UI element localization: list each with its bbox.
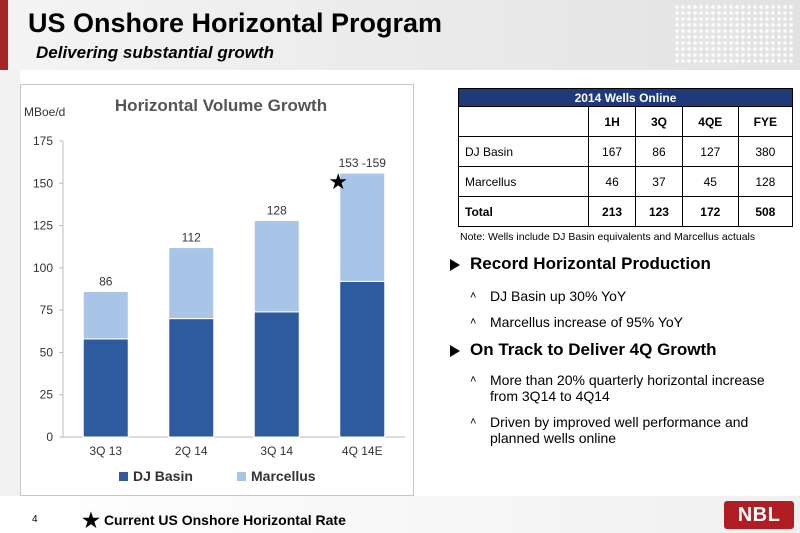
legend-label: DJ Basin — [133, 468, 193, 484]
footer-background — [0, 496, 800, 533]
sub-bullet: ˄ DJ Basin up 30% YoY — [448, 288, 793, 304]
bullet-heading: Record Horizontal Production — [448, 254, 793, 280]
bar-total-label: 153 -159 — [339, 156, 387, 170]
row-label: DJ Basin — [457, 136, 590, 167]
bar-marcellus — [82, 291, 129, 340]
wells-online-table: 2014 Wells Online 1H 3Q 4QE FYE DJ Basin… — [457, 88, 794, 227]
header-dot-pattern — [674, 4, 794, 64]
footnote-text: Current US Onshore Horizontal Rate — [103, 512, 346, 528]
bar-marcellus — [168, 247, 215, 320]
bar-dj-basin — [82, 338, 129, 438]
volume-growth-chart: Horizontal Volume Growth MBoe/d 0 25 50 75 100… — [24, 96, 405, 484]
table-cell: 128 — [737, 166, 794, 197]
y-tick-label: 150 — [33, 176, 53, 190]
legend-swatch — [237, 472, 246, 481]
y-tick-label: 125 — [33, 219, 53, 233]
bullet-text: On Track to Deliver 4Q Growth — [470, 340, 717, 359]
y-tick-label: 25 — [40, 388, 54, 402]
bar-total-label: 86 — [99, 275, 113, 289]
chevron-bullet-icon: ˄ — [470, 416, 477, 428]
company-logo: NBL — [724, 501, 794, 529]
bar-marcellus — [339, 172, 386, 282]
bar-total-label: 128 — [267, 203, 287, 217]
bullet-heading: On Track to Deliver 4Q Growth — [448, 340, 793, 366]
table-row-total: Total 213 123 172 508 — [457, 196, 794, 227]
table-header-cell: 3Q — [635, 106, 683, 137]
table-caption: 2014 Wells Online — [458, 88, 793, 107]
legend-swatch — [119, 472, 128, 481]
y-tick-label: 0 — [46, 430, 53, 444]
table-cell: 127 — [681, 136, 739, 167]
chart-panel: Horizontal Volume Growth MBoe/d 0 25 50 75 100… — [20, 84, 414, 496]
table-cell: 213 — [588, 196, 637, 227]
bar-dj-basin — [253, 311, 300, 438]
table-cell: 123 — [635, 196, 683, 227]
star-footnote: ★ Current US Onshore Horizontal Rate — [82, 508, 346, 533]
chevron-bullet-icon: ˄ — [470, 290, 477, 302]
table-cell: 37 — [635, 166, 683, 197]
chevron-bullet-icon: ˄ — [470, 316, 477, 328]
table-header-cell — [457, 106, 590, 137]
table-cell: 508 — [737, 196, 794, 227]
table-row: Marcellus 46 37 45 128 — [457, 166, 794, 197]
sub-bullet-text: Marcellus increase of 95% YoY — [490, 314, 683, 330]
bar-dj-basin — [339, 280, 386, 438]
y-tick-label: 100 — [33, 261, 53, 275]
y-tick-label: 175 — [33, 134, 53, 148]
table-row: DJ Basin 167 86 127 380 — [457, 136, 794, 167]
row-label: Total — [457, 196, 590, 227]
bar-dj-basin — [168, 318, 215, 438]
page-number: 4 — [32, 514, 38, 525]
left-background — [0, 70, 20, 496]
page-subtitle: Delivering substantial growth — [36, 43, 275, 62]
x-tick-label: 3Q 13 — [89, 444, 122, 458]
bullet-list: Record Horizontal Production ˄ DJ Basin … — [448, 254, 793, 446]
legend-label: Marcellus — [251, 468, 316, 484]
table-cell: 167 — [588, 136, 637, 167]
x-tick-label: 4Q 14E — [342, 444, 383, 458]
star-icon: ★ — [328, 170, 348, 195]
star-icon: ★ — [82, 510, 100, 532]
table-cell: 380 — [737, 136, 794, 167]
row-label: Marcellus — [457, 166, 590, 197]
table-cell: 86 — [635, 136, 683, 167]
x-tick-label: 3Q 14 — [260, 444, 293, 458]
bullet-text: Record Horizontal Production — [470, 254, 711, 273]
header-bar: US Onshore Horizontal Program Delivering… — [0, 0, 800, 70]
sub-bullet-text: DJ Basin up 30% YoY — [490, 288, 627, 304]
bar-total-label: 112 — [182, 231, 201, 245]
sub-bullet: ˄ Driven by improved well performance an… — [448, 414, 793, 446]
chart-title: Horizontal Volume Growth — [115, 96, 327, 115]
y-tick-label: 50 — [40, 345, 54, 359]
table-cell: 172 — [681, 196, 739, 227]
sub-bullet: ˄ Marcellus increase of 95% YoY — [448, 314, 793, 330]
table-header-cell: FYE — [737, 106, 794, 137]
triangle-bullet-icon — [450, 259, 460, 271]
x-tick-label: 2Q 14 — [175, 444, 208, 458]
table-header-cell: 1H — [588, 106, 637, 137]
table-cell: 46 — [588, 166, 637, 197]
bar-marcellus — [253, 219, 300, 313]
y-tick-label: 75 — [40, 303, 54, 317]
page-title: US Onshore Horizontal Program — [28, 8, 443, 38]
sub-bullet: ˄ More than 20% quarterly horizontal inc… — [448, 372, 793, 404]
y-axis-label: MBoe/d — [24, 105, 65, 119]
table-cell: 45 — [681, 166, 739, 197]
chevron-bullet-icon: ˄ — [470, 374, 477, 386]
header-accent — [0, 0, 8, 70]
table-note: Note: Wells include DJ Basin equivalents… — [460, 231, 756, 243]
triangle-bullet-icon — [450, 345, 460, 357]
sub-bullet-text: Driven by improved well performance and … — [490, 414, 749, 446]
table-header-cell: 4QE — [681, 106, 739, 137]
sub-bullet-text: More than 20% quarterly horizontal incre… — [490, 372, 765, 404]
